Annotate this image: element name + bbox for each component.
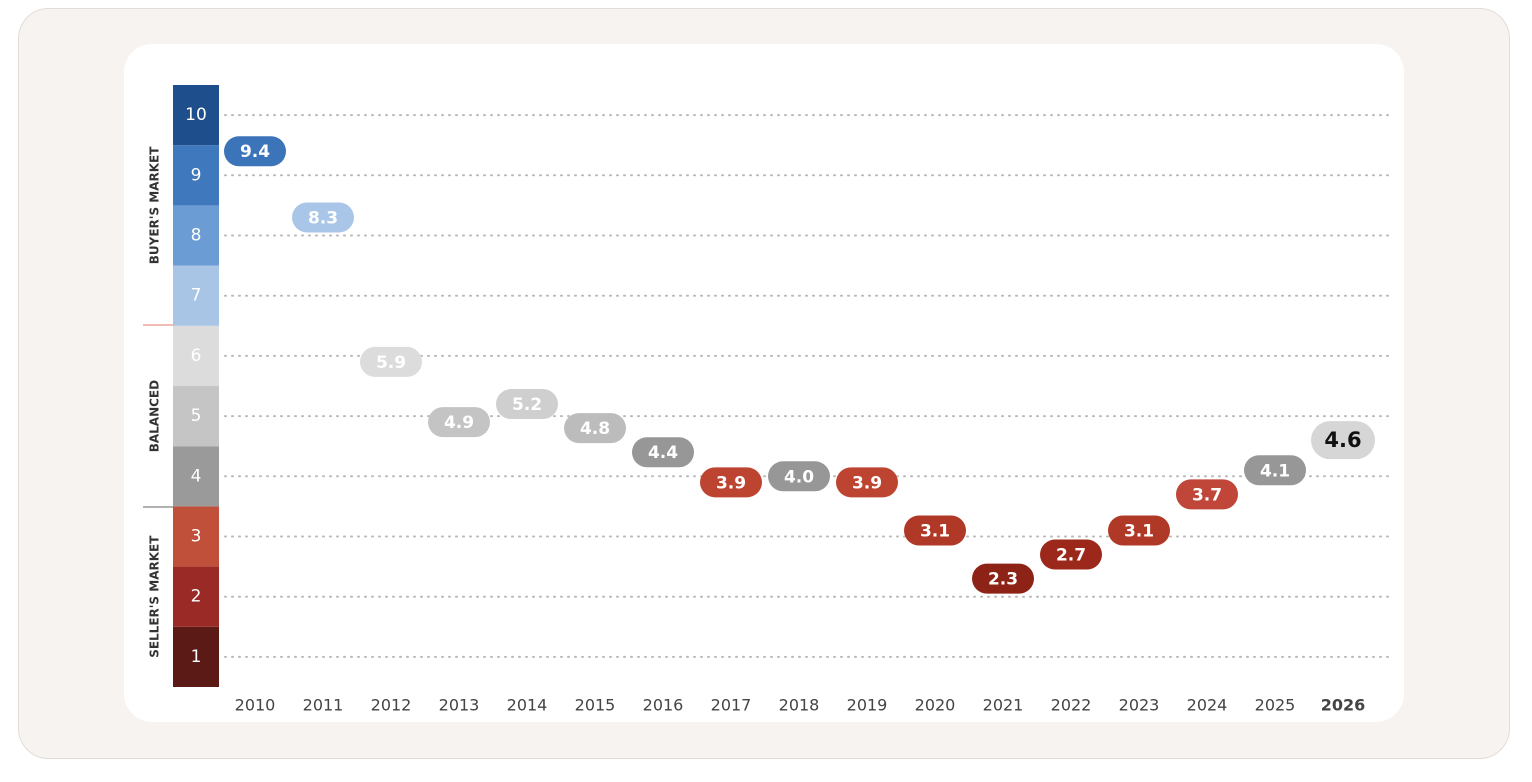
x-tick-label: 2016 bbox=[643, 696, 684, 715]
value-label: 3.9 bbox=[852, 473, 882, 493]
x-tick-label: 2011 bbox=[303, 696, 344, 715]
x-tick-label: 2012 bbox=[371, 696, 412, 715]
x-tick-label: 2025 bbox=[1255, 696, 1296, 715]
scale-cell bbox=[173, 626, 219, 687]
value-pill bbox=[632, 437, 694, 468]
value-pill bbox=[1108, 515, 1170, 546]
chart-card bbox=[124, 44, 1404, 722]
scale-cell bbox=[173, 386, 219, 447]
value-label: 3.9 bbox=[716, 473, 746, 493]
value-label: 2.7 bbox=[1056, 546, 1086, 566]
value-pill bbox=[360, 346, 422, 377]
x-tick-label: 2022 bbox=[1051, 696, 1092, 715]
y-tick-label: 1 bbox=[191, 647, 202, 667]
value-pill bbox=[496, 389, 558, 420]
zone-label: SELLER'S MARKET bbox=[148, 535, 162, 658]
value-pill bbox=[1244, 455, 1306, 486]
scale-cell bbox=[173, 566, 219, 627]
value-label: 2.3 bbox=[988, 570, 1018, 590]
x-tick-label: 2017 bbox=[711, 696, 752, 715]
value-label: 5.9 bbox=[376, 353, 406, 373]
value-label: 3.7 bbox=[1192, 485, 1222, 505]
value-label: 4.8 bbox=[580, 419, 610, 439]
scale-cell bbox=[173, 85, 219, 146]
scale-cell bbox=[173, 265, 219, 326]
y-tick-label: 6 bbox=[191, 346, 202, 366]
x-tick-label: 2020 bbox=[915, 696, 956, 715]
value-pill bbox=[768, 461, 830, 492]
value-label: 4.9 bbox=[444, 413, 474, 433]
value-label: 4.1 bbox=[1260, 461, 1290, 481]
value-label: 3.1 bbox=[920, 521, 950, 541]
value-pill bbox=[1040, 539, 1102, 570]
y-tick-label: 2 bbox=[191, 587, 202, 607]
value-pill bbox=[1176, 479, 1238, 510]
x-tick-label: 2018 bbox=[779, 696, 820, 715]
value-pill bbox=[700, 467, 762, 498]
scale-cell bbox=[173, 446, 219, 507]
value-label: 4.0 bbox=[784, 467, 814, 487]
value-label: 9.4 bbox=[240, 142, 270, 162]
scale-cell bbox=[173, 325, 219, 386]
x-tick-label: 2021 bbox=[983, 696, 1024, 715]
value-label: 4.4 bbox=[648, 443, 678, 463]
value-pill bbox=[292, 202, 354, 233]
x-tick-label: 2024 bbox=[1187, 696, 1228, 715]
y-tick-label: 8 bbox=[191, 226, 202, 246]
zone-label: BUYER'S MARKET bbox=[148, 146, 162, 264]
y-tick-label: 4 bbox=[191, 466, 202, 486]
zone-label: BALANCED bbox=[148, 380, 162, 452]
value-pill bbox=[1311, 421, 1375, 460]
y-tick-label: 9 bbox=[191, 165, 202, 185]
value-label: 5.2 bbox=[512, 395, 542, 415]
value-label: 3.1 bbox=[1124, 521, 1154, 541]
x-tick-label: 2026 bbox=[1321, 696, 1366, 715]
value-pill bbox=[428, 407, 490, 438]
x-tick-label: 2019 bbox=[847, 696, 888, 715]
value-pill bbox=[836, 467, 898, 498]
value-pill bbox=[972, 563, 1034, 594]
x-tick-label: 2023 bbox=[1119, 696, 1160, 715]
x-tick-label: 2013 bbox=[439, 696, 480, 715]
value-pill bbox=[224, 136, 286, 167]
x-tick-label: 2014 bbox=[507, 696, 548, 715]
y-tick-label: 3 bbox=[191, 527, 202, 547]
scale-cell bbox=[173, 506, 219, 567]
value-label: 8.3 bbox=[308, 208, 338, 228]
y-tick-label: 5 bbox=[191, 406, 202, 426]
value-label: 4.6 bbox=[1324, 428, 1361, 452]
scale-cell bbox=[173, 205, 219, 266]
y-tick-label: 7 bbox=[191, 286, 202, 306]
x-tick-label: 2010 bbox=[235, 696, 276, 715]
value-pill bbox=[904, 515, 966, 546]
y-tick-label: 10 bbox=[185, 105, 207, 125]
scale-cell bbox=[173, 145, 219, 206]
x-tick-label: 2015 bbox=[575, 696, 616, 715]
value-pill bbox=[564, 413, 626, 444]
